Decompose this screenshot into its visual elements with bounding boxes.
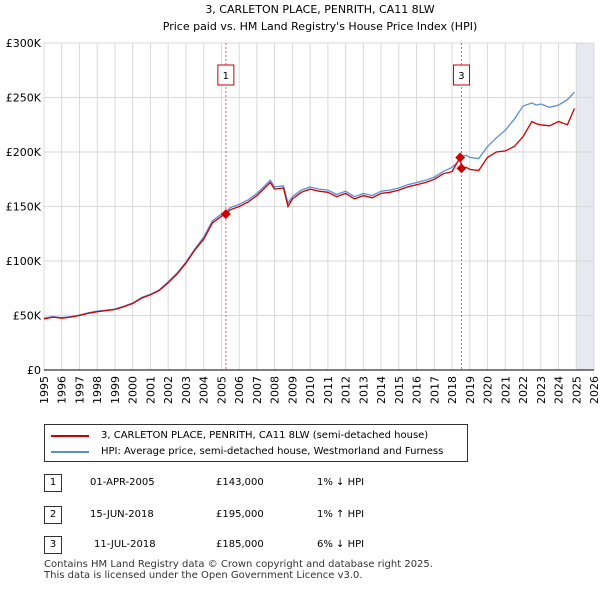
x-tick-label: 2019 — [464, 376, 477, 404]
x-tick-label: 2026 — [588, 376, 600, 404]
y-tick-label: £200K — [6, 146, 42, 159]
transaction-price: £185,000 — [216, 539, 264, 550]
transaction-price: £195,000 — [216, 509, 264, 520]
x-tick-label: 2002 — [162, 376, 175, 404]
transaction-hpi: 1% ↑ HPI — [317, 509, 365, 520]
x-tick-label: 2008 — [269, 376, 282, 404]
legend-swatch-red — [51, 435, 89, 437]
x-tick-label: 2003 — [180, 376, 193, 404]
legend-swatch-blue — [51, 451, 89, 453]
y-tick-label: £150K — [6, 201, 42, 214]
chart-subtitle: Price paid vs. HM Land Registry's House … — [163, 20, 478, 33]
x-tick-label: 2025 — [570, 376, 583, 404]
x-tick-label: 1998 — [91, 376, 104, 404]
transaction-row: 1 01-APR-2005 £143,000 1% ↓ HPI — [44, 474, 464, 492]
x-tick-label: 1996 — [56, 376, 69, 404]
x-tick-label: 2012 — [340, 376, 353, 404]
x-tick-label: 1999 — [109, 376, 122, 404]
event-label-box — [217, 64, 235, 86]
series-line — [43, 108, 576, 320]
x-tick-label: 2001 — [144, 376, 157, 404]
x-tick-label: 2017 — [428, 376, 441, 404]
y-tick-label: £0 — [27, 364, 41, 377]
x-tick-label: 2004 — [198, 376, 211, 404]
y-tick-label: £50K — [13, 310, 42, 323]
x-tick-label: 2011 — [322, 376, 335, 404]
x-tick-label: 2015 — [393, 376, 406, 404]
transaction-date: 15-JUN-2018 — [90, 509, 154, 520]
event-label-box — [452, 64, 470, 86]
x-tick-label: 2010 — [304, 376, 317, 404]
event-label: 3 — [458, 71, 464, 82]
transaction-row: 2 15-JUN-2018 £195,000 1% ↑ HPI — [44, 506, 464, 524]
x-tick-label: 1995 — [38, 376, 51, 404]
transaction-price: £143,000 — [216, 477, 264, 488]
x-tick-label: 2007 — [251, 376, 264, 404]
event-label: 1 — [223, 71, 229, 82]
x-tick-label: 2022 — [517, 376, 530, 404]
x-tick-label: 2005 — [215, 376, 228, 404]
price-chart: 3, CARLETON PLACE, PENRITH, CA11 8LW Pri… — [6, 3, 600, 404]
sale-marker — [220, 209, 231, 220]
x-tick-label: 2018 — [446, 376, 459, 404]
legend: 3, CARLETON PLACE, PENRITH, CA11 8LW (se… — [44, 424, 468, 462]
x-tick-label: 2021 — [499, 376, 512, 404]
transaction-hpi: 1% ↓ HPI — [317, 477, 365, 488]
x-tick-label: 2006 — [233, 376, 246, 404]
chart-title: 3, CARLETON PLACE, PENRITH, CA11 8LW — [205, 3, 434, 16]
transaction-row: 3 11-JUL-2018 £185,000 6% ↓ HPI — [44, 536, 464, 554]
legend-label-hpi: HPI: Average price, semi-detached house,… — [101, 446, 444, 457]
transaction-date: 01-APR-2005 — [90, 477, 155, 488]
transaction-number: 2 — [44, 506, 62, 524]
legend-label-property: 3, CARLETON PLACE, PENRITH, CA11 8LW (se… — [101, 430, 429, 441]
x-tick-label: 2024 — [553, 376, 566, 404]
sale-marker — [456, 163, 467, 174]
sale-marker — [455, 152, 466, 163]
x-tick-label: 2013 — [357, 376, 370, 404]
y-tick-label: £300K — [6, 37, 42, 50]
footer-copyright: Contains HM Land Registry data © Crown c… — [44, 559, 433, 570]
transaction-hpi: 6% ↓ HPI — [317, 539, 365, 550]
footer: Contains HM Land Registry data © Crown c… — [44, 559, 433, 581]
y-tick-label: £100K — [6, 255, 42, 268]
footer-license: This data is licensed under the Open Gov… — [44, 570, 363, 581]
x-tick-label: 2009 — [286, 376, 299, 404]
x-tick-label: 2020 — [482, 376, 495, 404]
x-tick-label: 1997 — [73, 376, 86, 404]
y-tick-label: £250K — [6, 92, 42, 105]
x-tick-label: 2023 — [535, 376, 548, 404]
transaction-number: 1 — [44, 474, 62, 492]
transaction-date: 11-JUL-2018 — [94, 539, 156, 550]
transaction-number: 3 — [44, 536, 62, 554]
x-tick-label: 2000 — [127, 376, 140, 404]
x-tick-label: 2016 — [411, 376, 424, 404]
x-tick-label: 2014 — [375, 376, 388, 404]
